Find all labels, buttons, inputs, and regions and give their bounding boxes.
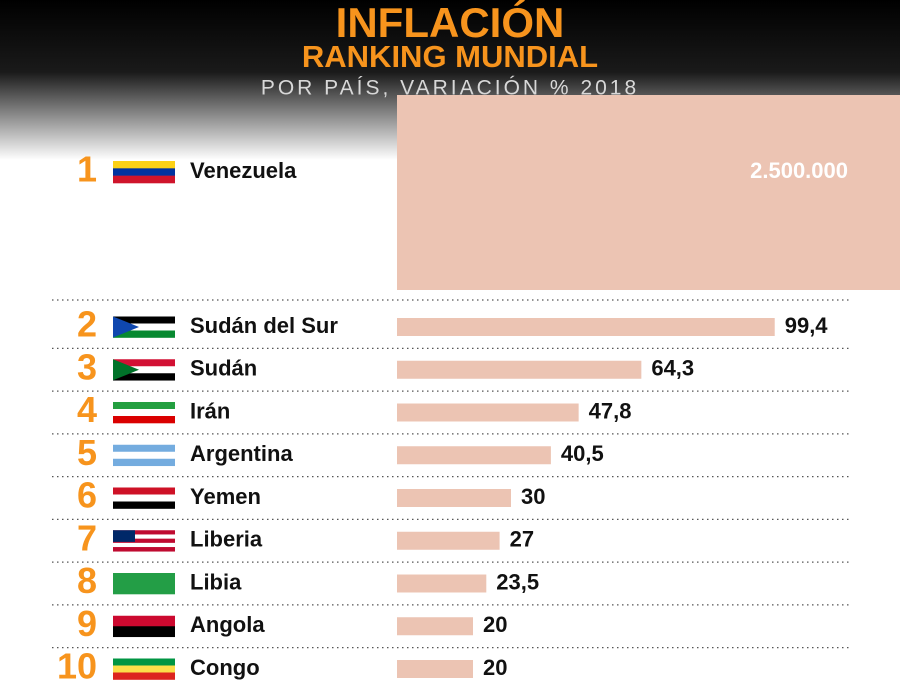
rank: 7 (77, 517, 97, 558)
country-label: Congo (190, 655, 260, 680)
flag-stripe (113, 444, 175, 453)
flag-stripe (113, 658, 175, 666)
bar (397, 660, 473, 678)
flag-stripe (113, 538, 175, 544)
bar (397, 489, 511, 507)
flag-stripe (113, 359, 175, 367)
rank: 10 (57, 646, 97, 687)
country-label: Liberia (190, 527, 263, 552)
flag-stripe (113, 672, 175, 680)
country-label: Sudán (190, 356, 257, 381)
value-label: 47,8 (589, 398, 632, 423)
flag-stripe (113, 458, 175, 467)
chart-subtitle: RANKING MUNDIAL (302, 39, 598, 74)
rank: 3 (77, 346, 97, 387)
country-label: Angola (190, 612, 265, 637)
flag-stripe (113, 494, 175, 502)
flag-stripe (113, 175, 175, 184)
flag-stripe (113, 665, 175, 673)
chart-caption: POR PAÍS, VARIACIÓN % 2018 (261, 77, 639, 100)
flag-triangle (113, 316, 139, 338)
rank: 9 (77, 603, 97, 644)
flag-stripe (113, 168, 175, 176)
rank: 8 (77, 560, 97, 601)
country-label: Venezuela (190, 158, 297, 183)
flag-stripe (113, 487, 175, 495)
flag-canton (113, 530, 135, 542)
value-label: 20 (483, 612, 507, 637)
value-label: 20 (483, 655, 507, 680)
flag-triangle (113, 359, 139, 381)
flag-stripe (113, 409, 175, 417)
value-label: 2.500.000 (750, 158, 848, 183)
flag-stripe (113, 323, 175, 331)
bar (397, 360, 642, 379)
flag-stripe (113, 534, 175, 539)
flag-stripe (113, 316, 175, 324)
flag-stripe (113, 547, 175, 552)
flag-stripe (113, 161, 175, 169)
flag-stripe (113, 330, 175, 338)
bar (397, 617, 473, 636)
flag-stripe (113, 626, 175, 638)
value-label: 40,5 (561, 441, 604, 466)
rank: 6 (77, 475, 97, 516)
marks (397, 95, 900, 678)
flag-stripe (113, 373, 175, 381)
bar (397, 446, 551, 465)
value-label: 64,3 (651, 356, 694, 381)
bar (397, 574, 487, 593)
flag-stripe (113, 451, 175, 460)
rank: 5 (77, 432, 97, 473)
value-label: 99,4 (785, 313, 829, 338)
country-label: Argentina (190, 441, 293, 466)
rank: 4 (77, 389, 97, 430)
rank: 1 (77, 149, 97, 190)
flag-stripe (113, 501, 175, 509)
flag-stripe (113, 542, 175, 548)
country-label: Libia (190, 569, 242, 594)
bar (397, 95, 900, 290)
bar (397, 531, 500, 550)
chart-title: INFLACIÓN (336, 0, 565, 46)
flag-stripe (113, 416, 175, 424)
flag-stripe (113, 615, 175, 627)
bar (397, 318, 775, 336)
flag-stripe (113, 530, 175, 535)
country-label: Sudán del Sur (190, 313, 338, 338)
country-label: Irán (190, 398, 230, 423)
value-label: 23,5 (496, 569, 539, 594)
value-label: 30 (521, 484, 545, 509)
flag-stripe (113, 573, 175, 595)
country-label: Yemen (190, 484, 261, 509)
value-label: 27 (510, 527, 534, 552)
bar (397, 403, 579, 422)
rank: 2 (77, 304, 97, 345)
flag-stripe (113, 366, 175, 374)
flag-stripe (113, 402, 175, 410)
